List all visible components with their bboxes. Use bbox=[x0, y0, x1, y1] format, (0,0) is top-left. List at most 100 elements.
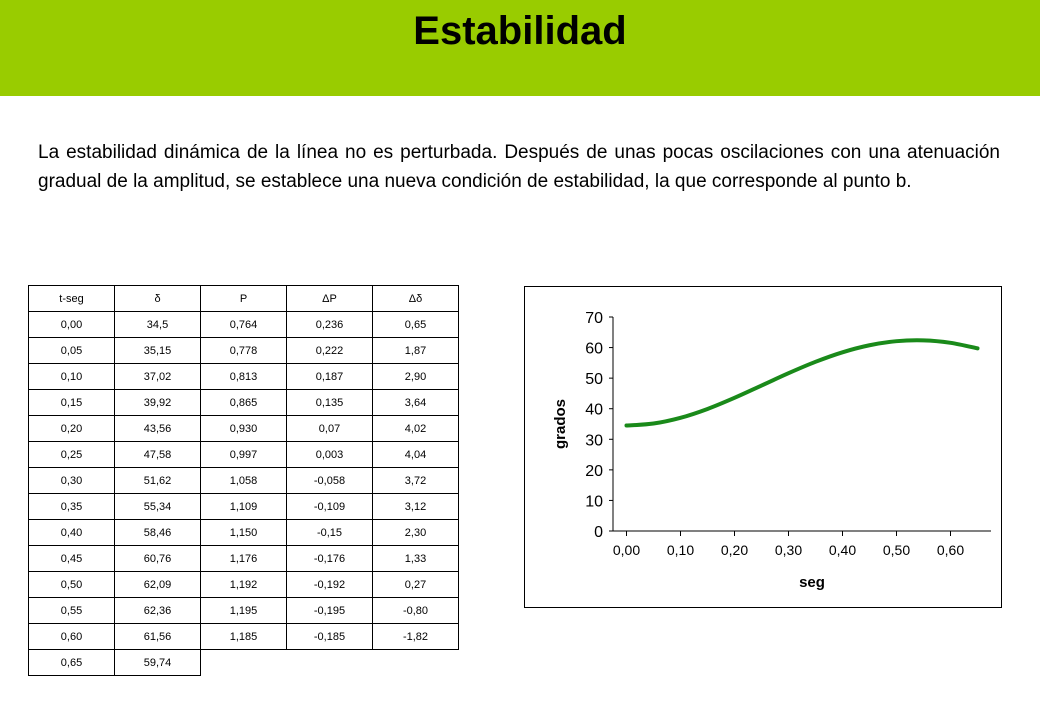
table-cell: 3,64 bbox=[372, 389, 459, 416]
x-tick-label: 0,30 bbox=[775, 542, 802, 558]
table-cell: -1,82 bbox=[372, 623, 459, 650]
table-cell: -0,192 bbox=[286, 571, 373, 598]
table-cell: -0,058 bbox=[286, 467, 373, 494]
table-cell: 1,109 bbox=[200, 493, 287, 520]
table-cell: 0,865 bbox=[200, 389, 287, 416]
table-row: 0,40 58,46 1,150 -0,15 2,30 bbox=[28, 519, 459, 546]
table-cell: 34,5 bbox=[114, 311, 201, 338]
table-cell: -0,109 bbox=[286, 493, 373, 520]
x-tick-label: 0,00 bbox=[613, 542, 640, 558]
table-cell: 0,813 bbox=[200, 363, 287, 390]
x-tick-label: 0,50 bbox=[883, 542, 910, 558]
table-cell: 1,195 bbox=[200, 597, 287, 624]
table-cell: 0,15 bbox=[28, 389, 115, 416]
empty-cell bbox=[373, 650, 459, 676]
header-delta-p: ΔP bbox=[286, 285, 373, 312]
table-row: 0,15 39,92 0,865 0,135 3,64 bbox=[28, 389, 459, 416]
x-tick-label: 0,20 bbox=[721, 542, 748, 558]
table-header-row: t-seg δ P ΔP Δδ bbox=[28, 285, 459, 312]
table-cell: -0,185 bbox=[286, 623, 373, 650]
table-cell: 35,15 bbox=[114, 337, 201, 364]
table-cell: -0,176 bbox=[286, 545, 373, 572]
table-cell: 0,135 bbox=[286, 389, 373, 416]
table-cell: 0,05 bbox=[28, 337, 115, 364]
table-cell: 51,62 bbox=[114, 467, 201, 494]
y-tick-label: 20 bbox=[585, 463, 603, 480]
table-cell: 1,176 bbox=[200, 545, 287, 572]
table-cell: 58,46 bbox=[114, 519, 201, 546]
x-tick-label: 0,10 bbox=[667, 542, 694, 558]
line-chart: 0 10 20 30 40 50 60 70 0,00 0,10 0,20 0,30 0,40 0,50… bbox=[552, 310, 991, 591]
table-cell: 1,058 bbox=[200, 467, 287, 494]
table-cell: 1,192 bbox=[200, 571, 287, 598]
header-t-seg: t-seg bbox=[28, 285, 115, 312]
header-delta: δ bbox=[114, 285, 201, 312]
x-axis-label: seg bbox=[799, 574, 825, 591]
table-cell: 0,003 bbox=[286, 441, 373, 468]
table-cell: 60,76 bbox=[114, 545, 201, 572]
x-ticks: 0,00 0,10 0,20 0,30 0,40 0,50 0,60 bbox=[613, 531, 964, 558]
table-cell: 0,25 bbox=[28, 441, 115, 468]
table-cell: 0,10 bbox=[28, 363, 115, 390]
y-tick-label: 0 bbox=[594, 524, 603, 541]
table-cell: 0,764 bbox=[200, 311, 287, 338]
table-row: 0,45 60,76 1,176 -0,176 1,33 bbox=[28, 545, 459, 572]
table-cell: 0,20 bbox=[28, 415, 115, 442]
y-tick-label: 50 bbox=[585, 371, 603, 388]
table-cell: 0,778 bbox=[200, 337, 287, 364]
table-cell: -0,80 bbox=[372, 597, 459, 624]
data-table: t-seg δ P ΔP Δδ 0,00 34,5 0,764 0,236 0,65 0,… bbox=[28, 285, 459, 676]
table-cell: 0,07 bbox=[286, 415, 373, 442]
table-cell: 0,55 bbox=[28, 597, 115, 624]
table-cell: 0,45 bbox=[28, 545, 115, 572]
table-cell: 0,27 bbox=[372, 571, 459, 598]
header-delta-delta: Δδ bbox=[372, 285, 459, 312]
y-tick-label: 30 bbox=[585, 432, 603, 449]
table-row: 0,35 55,34 1,109 -0,109 3,12 bbox=[28, 493, 459, 520]
table-cell: 3,72 bbox=[372, 467, 459, 494]
y-tick-label: 40 bbox=[585, 402, 603, 419]
description-paragraph: La estabilidad dinámica de la línea no e… bbox=[38, 142, 1000, 192]
table-cell: 0,30 bbox=[28, 467, 115, 494]
table-cell: 0,222 bbox=[286, 337, 373, 364]
table-cell: 1,185 bbox=[200, 623, 287, 650]
table-cell: 0,930 bbox=[200, 415, 287, 442]
table-row: 0,55 62,36 1,195 -0,195 -0,80 bbox=[28, 597, 459, 624]
table-cell: 2,30 bbox=[372, 519, 459, 546]
table-cell: 1,150 bbox=[200, 519, 287, 546]
table-cell: 0,35 bbox=[28, 493, 115, 520]
table-cell: 0,997 bbox=[200, 441, 287, 468]
x-tick-label: 0,40 bbox=[829, 542, 856, 558]
table-cell: 39,92 bbox=[114, 389, 201, 416]
table-cell: 61,56 bbox=[114, 623, 201, 650]
table-cell: 0,40 bbox=[28, 519, 115, 546]
table-cell: 47,58 bbox=[114, 441, 201, 468]
table-cell: 3,12 bbox=[372, 493, 459, 520]
y-axis-label: grados bbox=[552, 399, 569, 449]
table-cell: 0,65 bbox=[372, 311, 459, 338]
table-row: 0,50 62,09 1,192 -0,192 0,27 bbox=[28, 571, 459, 598]
empty-cell bbox=[287, 650, 373, 676]
table-row: 0,60 61,56 1,185 -0,185 -1,82 bbox=[28, 623, 459, 650]
chart-frame: 0 10 20 30 40 50 60 70 0,00 0,10 0,20 0,30 0,40 0,50… bbox=[524, 286, 1002, 608]
y-tick-label: 10 bbox=[585, 493, 603, 510]
table-row: 0,00 34,5 0,764 0,236 0,65 bbox=[28, 311, 459, 338]
table-cell: 4,04 bbox=[372, 441, 459, 468]
series-line bbox=[624, 338, 980, 428]
table-row: 0,30 51,62 1,058 -0,058 3,72 bbox=[28, 467, 459, 494]
table-cell: 55,34 bbox=[114, 493, 201, 520]
y-tick-label: 70 bbox=[585, 310, 603, 327]
header-banner bbox=[0, 0, 1040, 96]
table-body: 0,00 34,5 0,764 0,236 0,65 0,05 35,15 0,778 0,22… bbox=[28, 311, 459, 676]
table-cell: 0,60 bbox=[28, 623, 115, 650]
y-ticks: 0 10 20 30 40 50 60 70 bbox=[585, 310, 613, 541]
table-row: 0,05 35,15 0,778 0,222 1,87 bbox=[28, 337, 459, 364]
table-cell: 1,87 bbox=[372, 337, 459, 364]
header-p: P bbox=[200, 285, 287, 312]
table-row: 0,10 37,02 0,813 0,187 2,90 bbox=[28, 363, 459, 390]
x-tick-label: 0,60 bbox=[937, 542, 964, 558]
table-cell: 0,65 bbox=[28, 649, 115, 676]
table-cell: 59,74 bbox=[114, 649, 201, 676]
table-row: 0,25 47,58 0,997 0,003 4,04 bbox=[28, 441, 459, 468]
table-cell: 37,02 bbox=[114, 363, 201, 390]
